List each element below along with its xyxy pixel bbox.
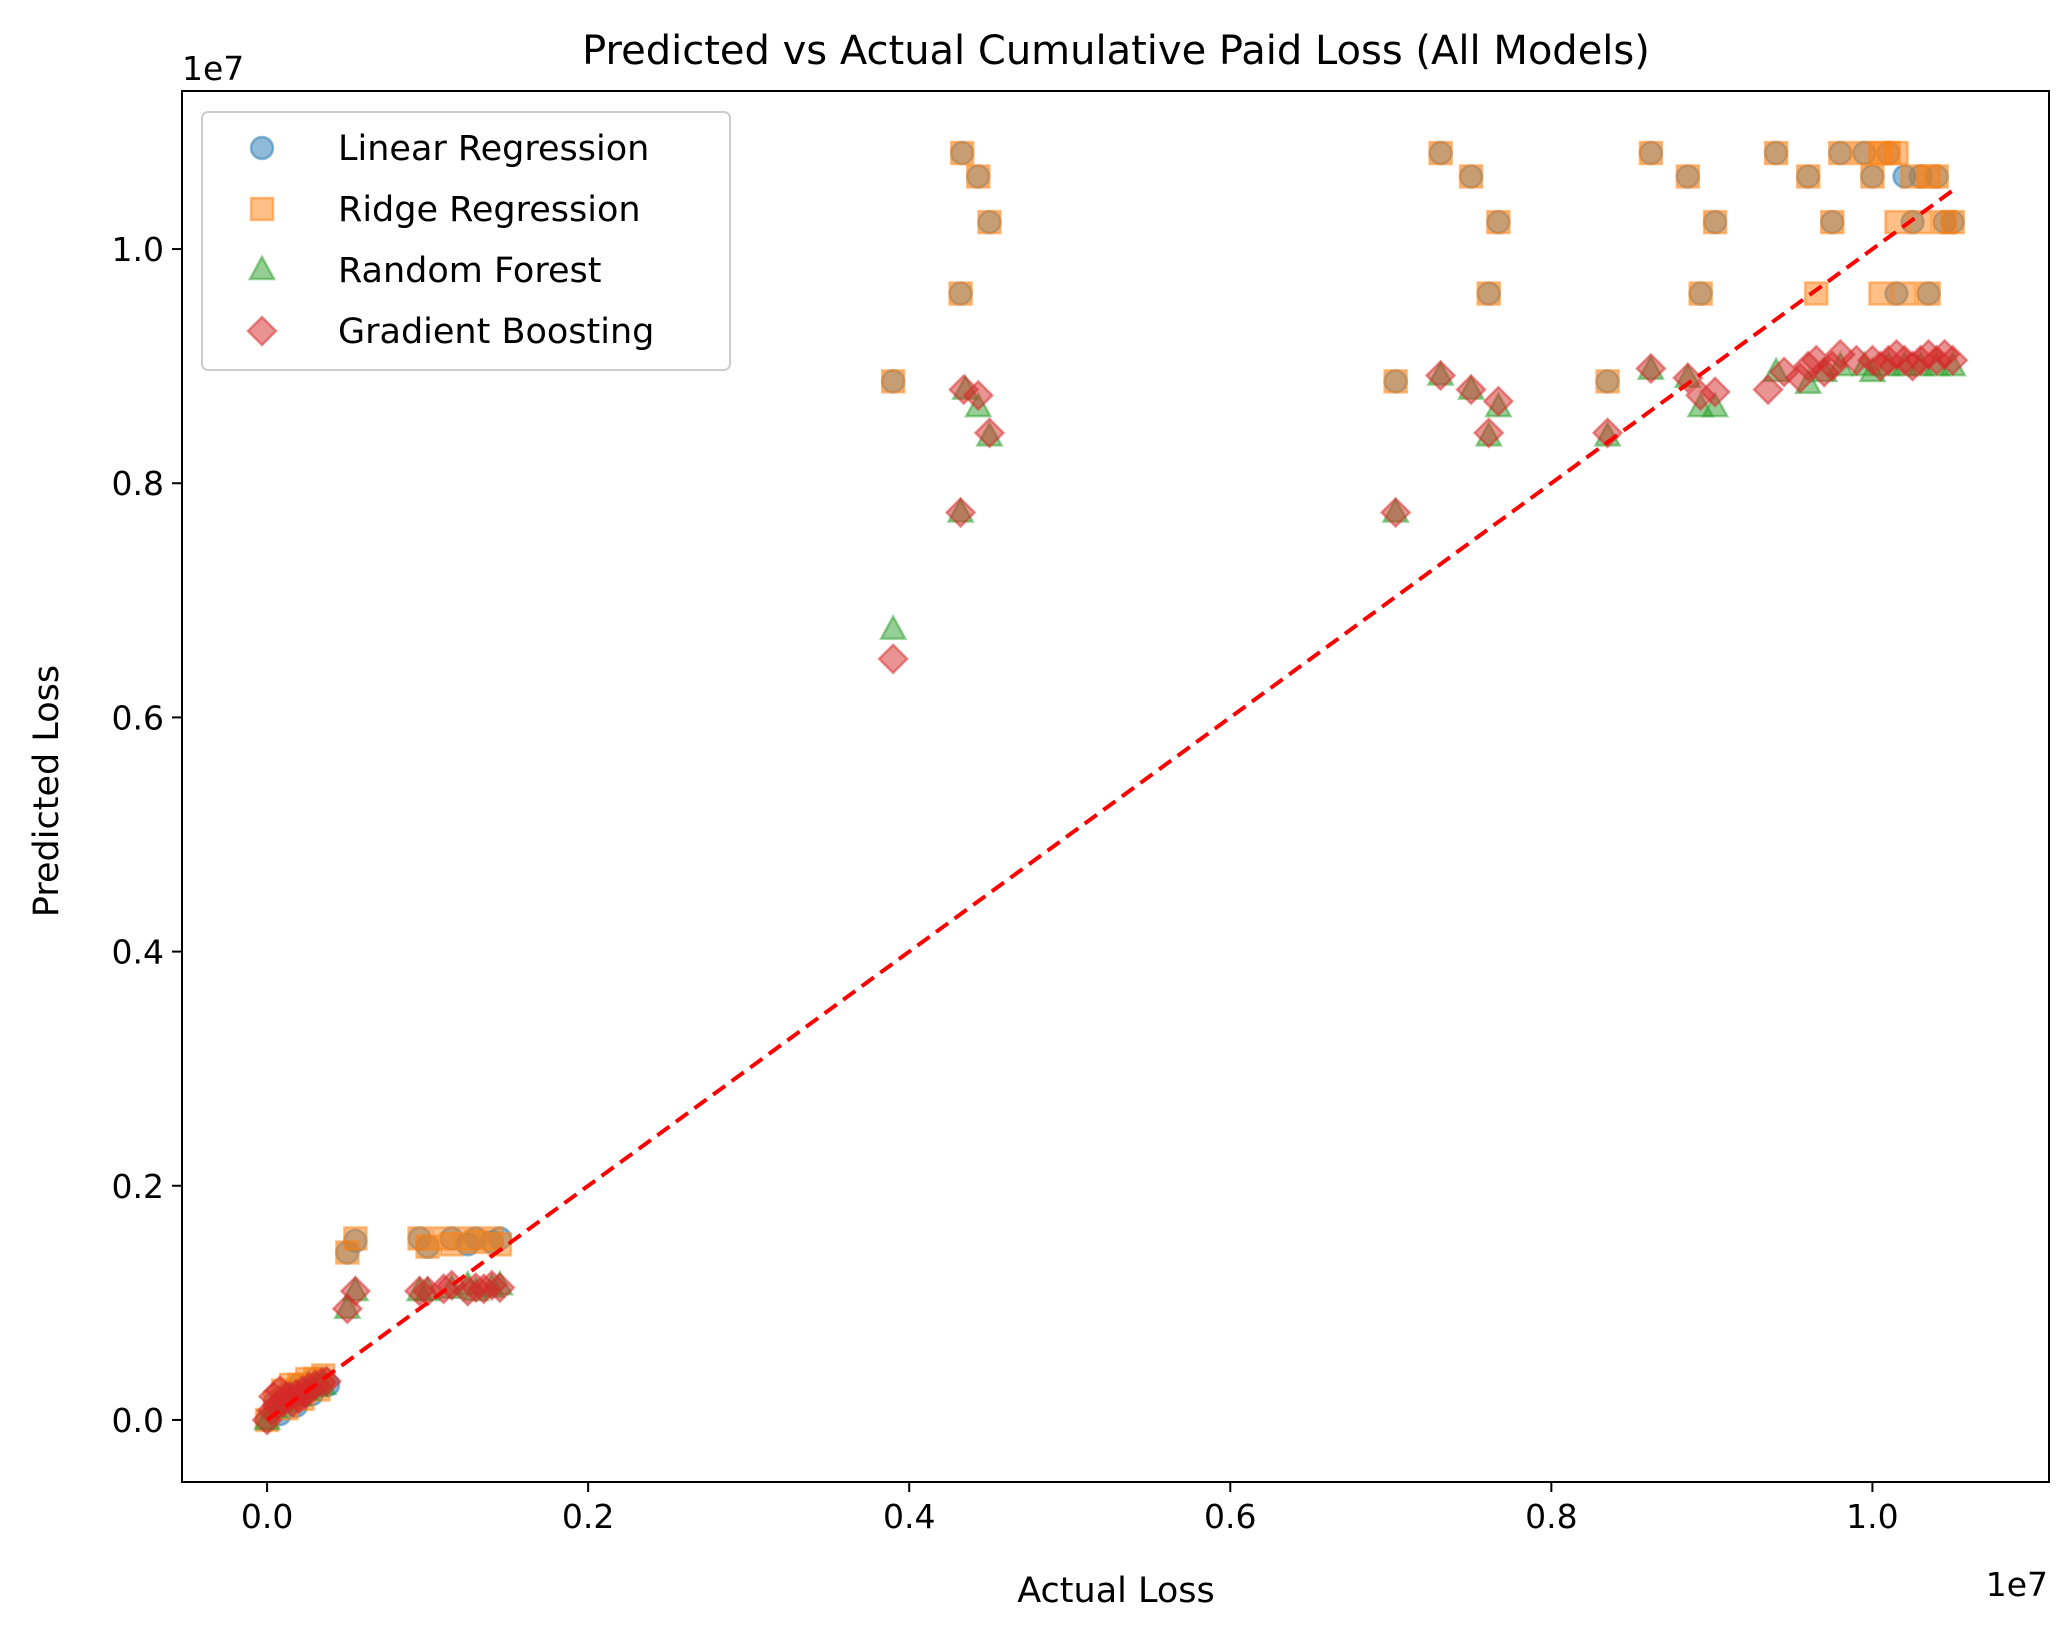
reference-line — [265, 188, 1954, 1422]
ridge-regression-point — [1916, 281, 1941, 306]
ridge-regression-point — [977, 209, 1002, 235]
ridge-regression-point — [965, 164, 991, 189]
legend-marker-ridge-regression — [249, 196, 275, 222]
ridge-regression-point — [1940, 209, 1965, 235]
ridge-regression-point — [1908, 209, 1933, 235]
y-tick-label: 0.2 — [112, 1167, 164, 1206]
gradient-boosting-point — [962, 379, 995, 412]
legend-box — [201, 111, 731, 371]
legend: Linear Regression Ridge Regression Random … — [201, 111, 731, 371]
gradient-boosting-point — [1635, 352, 1667, 385]
x-tick-label: 0.2 — [562, 1497, 614, 1536]
legend-label-random-forest: Random Forest — [338, 251, 601, 291]
plot-area — [251, 140, 1969, 1436]
ridge-regression-point — [1892, 281, 1917, 306]
legend-label-linear-regression: Linear Regression — [338, 129, 649, 169]
y-tick-label: 0.8 — [112, 464, 164, 503]
ridge-regression-point — [1828, 140, 1853, 166]
ridge-regression-point — [1884, 140, 1909, 166]
x-axis-label: Actual Loss — [1017, 1571, 1215, 1611]
ridge-regression-point — [1795, 164, 1821, 189]
gradient-boosting-point — [973, 417, 1006, 449]
ridge-regression-point — [1702, 209, 1728, 235]
axis-ticks: 0.0 0.2 0.4 0.6 0.8 1.0 0.0 0.2 0.4 0.6 0.8 1.0 — [112, 230, 1899, 1536]
ridge-regression-point — [1486, 209, 1511, 235]
gradient-boosting-point — [1482, 385, 1515, 418]
gradient-boosting-point — [1424, 359, 1457, 392]
gradient-boosting-point — [1752, 373, 1784, 406]
y-axis-label: Predicted Loss — [27, 665, 67, 917]
y-tick-label: 1.0 — [112, 230, 164, 269]
ridge-regression-point — [343, 1226, 368, 1251]
ridge-regression-point — [1428, 140, 1453, 166]
gradient-boosting-point — [1591, 417, 1624, 449]
legend-marker-linear-regression — [249, 135, 275, 161]
ridge-regression-point — [1458, 164, 1484, 189]
gradient-boosting-point — [1379, 496, 1412, 529]
gradient-boosting-point — [310, 1365, 343, 1398]
ridge-regression-point — [1675, 164, 1701, 189]
legend-marker-gradient-boosting — [246, 315, 278, 347]
ridge-regression-point — [1820, 209, 1845, 235]
ridge-regression-point — [1868, 281, 1893, 306]
gradient-boosting-point — [1455, 373, 1487, 406]
x-tick-label: 0.8 — [1525, 1497, 1577, 1536]
ridge-regression-point — [1638, 140, 1664, 166]
legend-label-gradient-boosting: Gradient Boosting — [338, 312, 654, 352]
y-tick-label: 0.6 — [112, 698, 164, 737]
ridge-regression-point — [1476, 281, 1501, 306]
ridge-regression-point — [1595, 369, 1620, 394]
gradient-boosting-point — [1699, 376, 1731, 408]
ridge-regression-point — [1763, 140, 1789, 166]
y-tick-label: 0.0 — [112, 1401, 164, 1440]
legend-label-ridge-regression: Ridge Regression — [338, 190, 641, 230]
gradient-boosting-point — [1472, 417, 1505, 449]
gradient-boosting-point — [1672, 362, 1704, 394]
ridge-regression-point — [1860, 164, 1885, 189]
gradient-boosting-point — [1936, 344, 1969, 377]
random-forest-point — [879, 613, 908, 640]
ridge-regression-point — [1916, 164, 1941, 189]
gradient-boosting-point — [484, 1271, 516, 1304]
x-tick-label: 1.0 — [1846, 1497, 1898, 1536]
legend-marker-random-forest — [247, 254, 277, 281]
y-tick-label: 0.4 — [112, 933, 164, 972]
gradient-boosting-point — [339, 1275, 372, 1307]
ridge-regression-point — [948, 281, 973, 306]
ridge-regression-point — [1884, 209, 1909, 235]
x-tick-label: 0.0 — [241, 1497, 293, 1536]
ridge-regression-point — [1688, 281, 1713, 306]
y-offset-label: 1e7 — [182, 49, 244, 88]
gradient-boosting-point — [877, 643, 909, 675]
ridge-regression-point — [880, 369, 906, 394]
plot-frame — [181, 90, 2050, 1483]
ridge-regression-point — [1383, 369, 1408, 394]
x-tick-label: 0.6 — [1204, 1497, 1256, 1536]
x-tick-label: 0.4 — [883, 1497, 935, 1536]
chart-title: Predicted vs Actual Cumulative Paid Loss… — [582, 28, 1650, 74]
ridge-regression-point — [949, 140, 975, 166]
x-offset-label: 1e7 — [1986, 1565, 2048, 1604]
gradient-boosting-point — [944, 496, 977, 529]
